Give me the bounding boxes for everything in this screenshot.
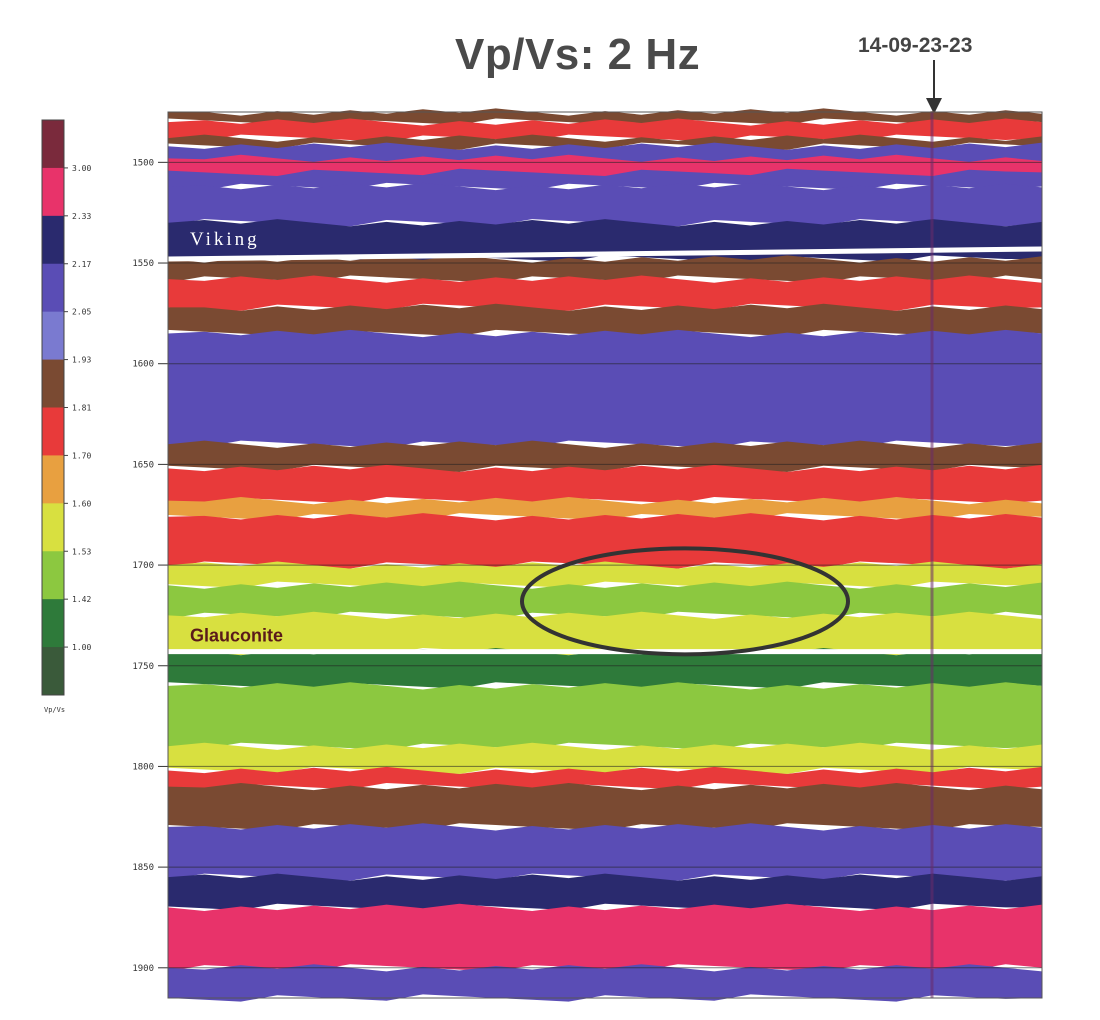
anomaly-highlight-ellipse: [520, 546, 850, 657]
colorbar-swatch: [42, 407, 64, 456]
well-marker-label: 14-09-23-23: [858, 34, 973, 57]
section-bands: [168, 108, 1042, 1002]
colorbar-level-label: 3.00: [72, 164, 91, 173]
section-band: [168, 873, 1042, 911]
colorbar-swatch: [42, 551, 64, 600]
section-band: [168, 513, 1042, 569]
depth-tick-label: 1900: [132, 964, 154, 974]
colorbar-level-label: 1.42: [72, 595, 91, 604]
section-band: [168, 154, 1042, 177]
colorbar-swatch: [42, 455, 64, 504]
depth-axis: 1500 1550 1600 1650 1700 1750 1800 1850 1900: [132, 158, 168, 974]
colorbar-swatch: [42, 167, 64, 217]
depth-tick-label: 1600: [132, 360, 154, 370]
section-band: [168, 255, 1042, 283]
depth-tick-label: 1500: [132, 158, 154, 168]
section-band: [168, 561, 1042, 589]
section-band: [168, 903, 1042, 972]
colorbar-level-label: 1.60: [72, 499, 91, 508]
colorbar-level-label: 1.53: [72, 547, 91, 556]
colorbar-level-label: 2.05: [72, 308, 91, 317]
colorbar-level-label: 2.17: [72, 260, 91, 269]
section-band: [168, 648, 1042, 690]
colorbar-swatch: [42, 647, 64, 696]
depth-tick-label: 1800: [132, 762, 154, 772]
section-band: [168, 275, 1042, 311]
colorbar-level-label: 1.70: [72, 451, 91, 460]
horizon-label: Glauconite: [190, 626, 283, 646]
depth-tick-label: 1550: [132, 259, 154, 269]
colorbar-level-label: 1.81: [72, 404, 91, 413]
colorbar-swatch: [42, 359, 64, 408]
depth-gridlines: [168, 161, 1042, 969]
horizon-line: [167, 246, 1043, 262]
section-band: [168, 329, 1042, 448]
colorbar-swatch: [42, 215, 64, 265]
chart-title: Vp/Vs: 2 Hz: [455, 30, 701, 79]
colorbar-swatch: [42, 263, 64, 313]
section-band: [168, 964, 1042, 1002]
depth-tick-label: 1700: [132, 561, 154, 571]
section-band: [168, 303, 1042, 338]
depth-tick-label: 1750: [132, 662, 154, 672]
section-band: [168, 823, 1042, 881]
section-band: [168, 118, 1042, 142]
section-band: [168, 108, 1042, 126]
section-band: [168, 611, 1042, 656]
colorbar-swatch: [42, 311, 64, 361]
section-band: [168, 581, 1042, 620]
colorbar-swatch: [42, 599, 64, 648]
depth-tick-label: 1850: [132, 863, 154, 873]
horizon-lines: Viking Glauconite: [167, 229, 1043, 655]
colorbar-level-label: 1.00: [72, 643, 91, 652]
plot-frame: [167, 111, 1043, 999]
section-band: [168, 497, 1042, 521]
colorbar-swatch: [42, 120, 64, 169]
colorbar-level-label: 1.93: [72, 356, 91, 365]
section-band: [168, 682, 1042, 750]
colorbar-label: Vp/Vs: [44, 706, 65, 714]
section-band: [168, 182, 1042, 227]
section-band: [168, 782, 1042, 831]
depth-tick-label: 1650: [132, 460, 154, 470]
horizon-label: Viking: [190, 229, 260, 250]
section-band: [168, 464, 1042, 505]
colorbar-level-label: 2.33: [72, 212, 91, 221]
colorbar-swatch: [42, 503, 64, 552]
